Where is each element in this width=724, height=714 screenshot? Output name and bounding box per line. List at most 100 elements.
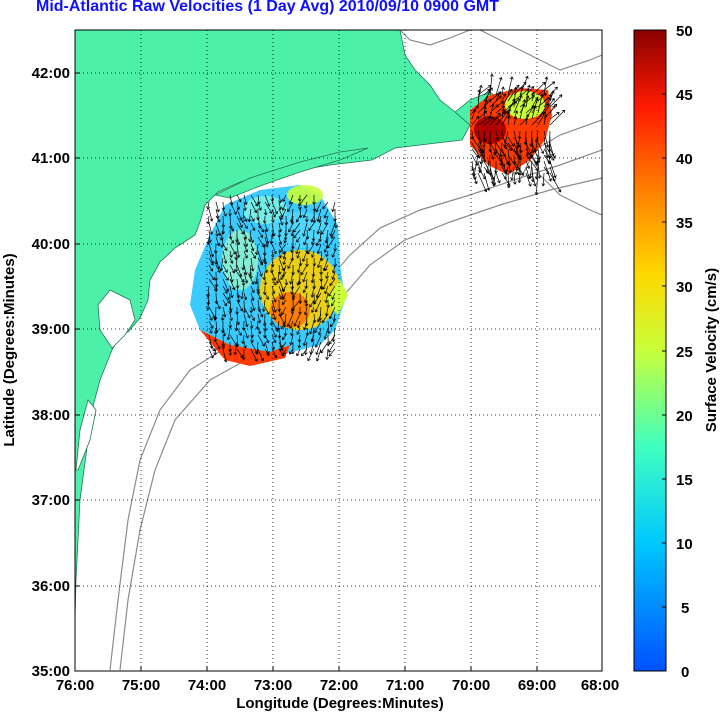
velocity-arrow [316,257,322,269]
colorbar-gradient [633,29,667,672]
velocity-arrow [324,285,329,295]
velocity-arrow [249,271,253,279]
velocity-arrow [302,271,308,283]
velocity-arrow [519,99,527,120]
velocity-arrow [280,208,287,220]
velocity-arrow [281,306,287,316]
velocity-arrow [228,306,233,314]
velocity-arrow [296,320,301,329]
x-tick: 72:00 [320,677,358,694]
velocity-arrow [471,172,478,185]
velocity-arrow [513,172,517,185]
velocity-arrow [328,306,336,320]
velocity-arrow [298,257,303,267]
velocity-arrow [318,215,322,223]
velocity-arrow [489,172,495,184]
velocity-arrow [483,106,487,120]
velocity-arrow [213,334,218,343]
velocity-arrow [489,112,501,126]
velocity-arrow [329,278,336,287]
velocity-arrow [537,111,547,126]
velocity-arrow [297,334,302,343]
velocity-arrow [255,341,259,355]
y-tick: 38:00 [32,407,70,424]
velocity-arrow [229,201,237,215]
velocity-arrow [290,243,294,253]
velocity-arrow [537,94,553,108]
x-tick: 71:00 [386,677,424,694]
velocity-arrow [243,341,247,349]
velocity-arrow [213,313,218,321]
colorbar-tick: 5 [681,600,689,617]
velocity-arrow [208,222,214,235]
velocity-arrow [310,285,315,298]
velocity-arrow [286,313,294,327]
velocity-arrow [289,348,294,355]
velocity-arrow [543,76,549,96]
velocity-arrow [264,292,269,300]
velocity-arrow [215,341,221,350]
velocity-arrow [229,264,236,274]
velocity-arrow [290,229,295,237]
velocity-arrow [329,320,336,328]
velocity-arrow [543,97,555,114]
y-tick: 36:00 [32,578,70,595]
velocity-arrow [206,201,210,210]
velocity-arrow [257,229,264,238]
velocity-arrow [324,292,329,304]
velocity-arrow [302,222,308,237]
velocity-arrow [304,201,308,209]
x-tick: 69:00 [518,677,556,694]
delmarva-coast [97,289,136,349]
velocity-arrow [262,271,267,280]
velocity-arrow [250,222,256,231]
velocity-arrow [282,257,287,265]
velocity-arrow [277,229,282,238]
velocity-arrow [257,222,265,233]
velocity-arrow [291,341,295,355]
velocity-arrow [257,236,265,248]
velocity-arrow [271,306,277,321]
velocity-arrow [236,222,245,235]
velocity-arrow [331,271,336,280]
velocity-arrow [236,327,242,336]
x-tick: 74:00 [188,677,226,694]
velocity-arrow [257,348,265,362]
velocity-arrow [208,243,215,258]
velocity-arrow [288,194,294,205]
velocity-arrow [208,257,214,266]
velocity-arrow [310,306,315,313]
velocity-arrow [537,92,547,102]
colorbar-tick: 0 [681,664,689,681]
velocity-arrow [278,215,284,226]
velocity-arrow [250,236,255,244]
velocity-arrow [543,103,558,120]
velocity-arrow [228,209,232,217]
velocity-arrow [315,348,322,362]
velocity-arrow [543,114,548,126]
y-tick: 39:00 [32,321,70,338]
velocity-arrow [215,201,220,213]
velocity-arrow [208,341,216,352]
velocity-arrow [315,201,322,213]
velocity-arrow [241,348,246,361]
y-tick: 37:00 [32,492,70,509]
colorbar-label: Surface Velocity (cm/s) [703,268,720,432]
velocity-arrow [325,271,329,279]
velocity-arrow [250,215,255,222]
velocity-arrow [495,130,500,141]
velocity-arrow [250,299,256,311]
velocity-arrow [296,264,301,273]
velocity-arrow [289,334,294,346]
velocity-arrow [222,299,227,307]
x-tick: 73:00 [254,677,292,694]
velocity-arrow [269,236,274,245]
velocity-arrow [229,313,233,321]
velocity-arrow [257,327,262,335]
velocity-arrow [543,130,550,148]
velocity-arrow [250,257,255,272]
colorbar-tick: 10 [676,536,693,553]
velocity-arrow [328,334,336,345]
velocity-arrow [214,285,219,293]
velocity-arrow [269,313,274,326]
